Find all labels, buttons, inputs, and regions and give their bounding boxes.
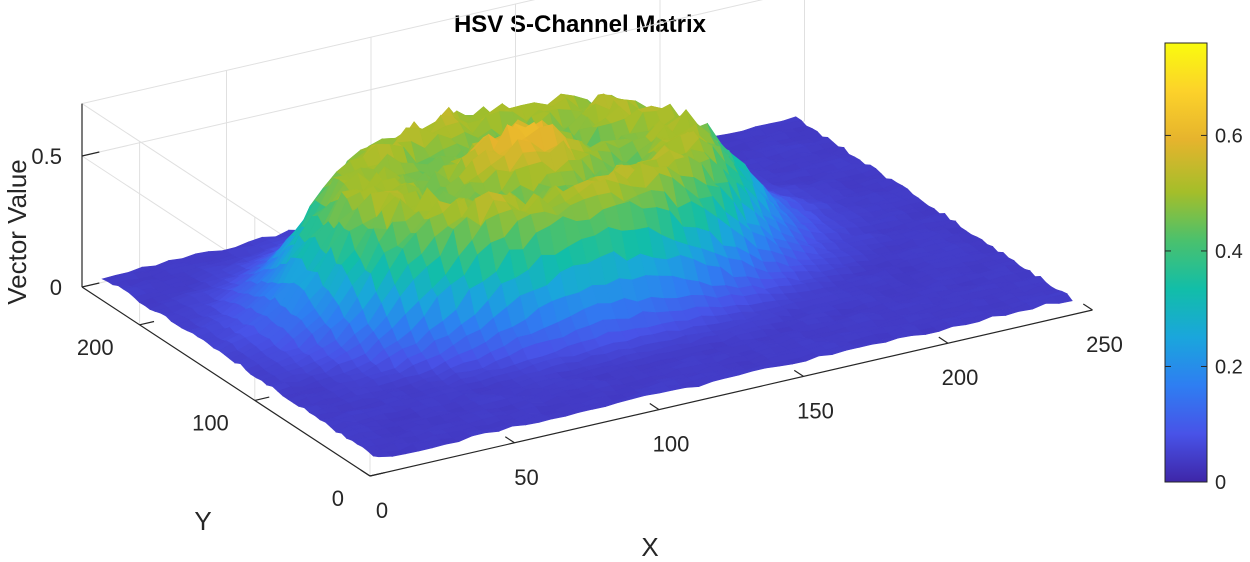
surface-patch [1053, 293, 1073, 304]
x-tick [1082, 303, 1093, 311]
axes-lines [81, 103, 1093, 477]
colorbar-ticks: 0 0.2 0.4 0.6 [1165, 125, 1243, 494]
x-tick [793, 369, 804, 377]
z-tick-label: 0.5 [31, 144, 62, 169]
grid-line [81, 0, 764, 157]
tick-labels: 0 50 100 150 200 250 0 100 200 0 0.5 [31, 144, 1122, 523]
y-axis-label: Y [194, 506, 211, 536]
surface-plot [101, 93, 1073, 458]
z-tick [81, 151, 100, 157]
colorbar-tick-label: 0 [1215, 472, 1226, 494]
y-tick-label: 100 [192, 410, 229, 435]
z-tick [81, 282, 100, 288]
y-axis-line [81, 286, 371, 477]
x-axis-line [369, 309, 1093, 477]
y-tick-label: 200 [77, 335, 114, 360]
x-tick-label: 200 [942, 365, 979, 390]
x-tick [504, 436, 515, 444]
x-tick-label: 50 [514, 465, 538, 490]
y-tick [369, 472, 385, 477]
x-axis-label: X [641, 532, 658, 562]
x-tick [938, 336, 949, 344]
x-tick-label: 100 [653, 432, 690, 457]
x-tick-label: 150 [797, 398, 834, 423]
colorbar [1164, 42, 1208, 483]
z-tick-label: 0 [50, 275, 62, 300]
z-axis-label: Vector Value [2, 159, 32, 305]
x-tick [360, 469, 371, 477]
y-tick [254, 396, 270, 401]
y-tick-label: 0 [332, 486, 344, 511]
x-tick-label: 250 [1086, 332, 1123, 357]
colorbar-tick-label: 0.2 [1215, 356, 1243, 378]
chart-title: HSV S-Channel Matrix [454, 11, 707, 38]
grid-line [81, 0, 536, 105]
x-tick [649, 403, 660, 411]
y-tick [139, 320, 155, 326]
colorbar-tick-label: 0.6 [1215, 125, 1243, 147]
colorbar-tick-label: 0.4 [1215, 241, 1243, 263]
x-tick-label: 0 [376, 498, 388, 523]
